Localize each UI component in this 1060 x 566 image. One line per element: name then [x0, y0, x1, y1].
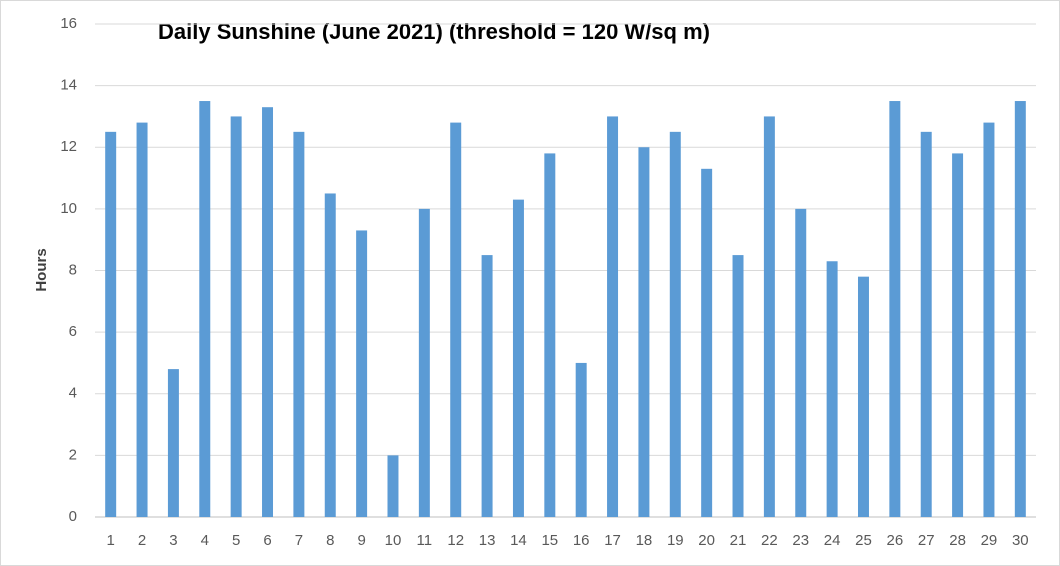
bar	[795, 208, 807, 517]
x-tick-label: 11	[417, 532, 433, 549]
y-axis-label: Hours	[33, 248, 50, 291]
y-tick-label: 4	[69, 385, 77, 402]
bar	[481, 255, 493, 517]
bar	[575, 362, 587, 517]
x-tick-label: 16	[573, 532, 590, 549]
bar	[763, 116, 775, 517]
x-tick-label: 18	[636, 532, 653, 549]
bar	[857, 276, 869, 517]
bar	[167, 369, 179, 517]
bar	[544, 153, 556, 517]
x-tick-label: 12	[447, 532, 464, 549]
bar	[324, 193, 336, 517]
x-tick-label: 27	[918, 532, 935, 549]
bar	[418, 208, 430, 517]
x-tick-label: 4	[201, 532, 209, 549]
chart-title: Daily Sunshine (June 2021) (threshold = …	[158, 19, 710, 44]
bar	[136, 122, 148, 517]
y-tick-label: 16	[60, 15, 77, 32]
x-tick-label: 7	[295, 532, 303, 549]
bar	[920, 131, 932, 517]
x-tick-label: 20	[698, 532, 715, 549]
bar	[387, 455, 399, 517]
bar	[607, 116, 619, 517]
y-tick-label: 6	[69, 323, 77, 340]
bar	[638, 147, 650, 517]
x-tick-label: 13	[479, 532, 496, 549]
bar	[1014, 101, 1026, 517]
bar	[199, 101, 211, 517]
x-tick-label: 14	[510, 532, 527, 549]
bar	[105, 131, 117, 517]
x-tick-label: 28	[949, 532, 966, 549]
bar	[952, 153, 964, 517]
bar	[701, 168, 713, 517]
bar	[983, 122, 995, 517]
x-tick-label: 19	[667, 532, 684, 549]
bar	[293, 131, 305, 517]
x-tick-label: 9	[357, 532, 365, 549]
y-tick-label: 2	[69, 446, 77, 463]
bar	[262, 107, 274, 517]
bar	[669, 131, 681, 517]
x-tick-label: 10	[385, 532, 402, 549]
bar	[450, 122, 462, 517]
x-tick-label: 25	[855, 532, 872, 549]
x-tick-label: 21	[730, 532, 747, 549]
x-tick-label: 22	[761, 532, 778, 549]
x-tick-label: 1	[107, 532, 115, 549]
x-tick-label: 30	[1012, 532, 1029, 549]
x-tick-label: 8	[326, 532, 334, 549]
bar	[889, 101, 901, 517]
bar	[356, 230, 368, 517]
x-tick-label: 29	[981, 532, 998, 549]
x-tick-label: 15	[541, 532, 558, 549]
bar	[230, 116, 242, 517]
x-tick-label: 23	[792, 532, 809, 549]
y-tick-label: 10	[60, 200, 77, 217]
y-tick-label: 0	[69, 508, 77, 525]
bar	[512, 199, 524, 517]
bar	[732, 255, 744, 517]
x-tick-label: 2	[138, 532, 146, 549]
x-tick-label: 24	[824, 532, 841, 549]
x-tick-label: 17	[604, 532, 621, 549]
y-tick-label: 8	[69, 261, 77, 278]
y-tick-label: 14	[60, 77, 77, 94]
y-tick-label: 12	[60, 138, 77, 155]
bar	[826, 261, 838, 517]
x-tick-label: 5	[232, 532, 240, 549]
x-tick-label: 26	[887, 532, 904, 549]
x-tick-label: 3	[169, 532, 177, 549]
x-tick-label: 6	[263, 532, 271, 549]
